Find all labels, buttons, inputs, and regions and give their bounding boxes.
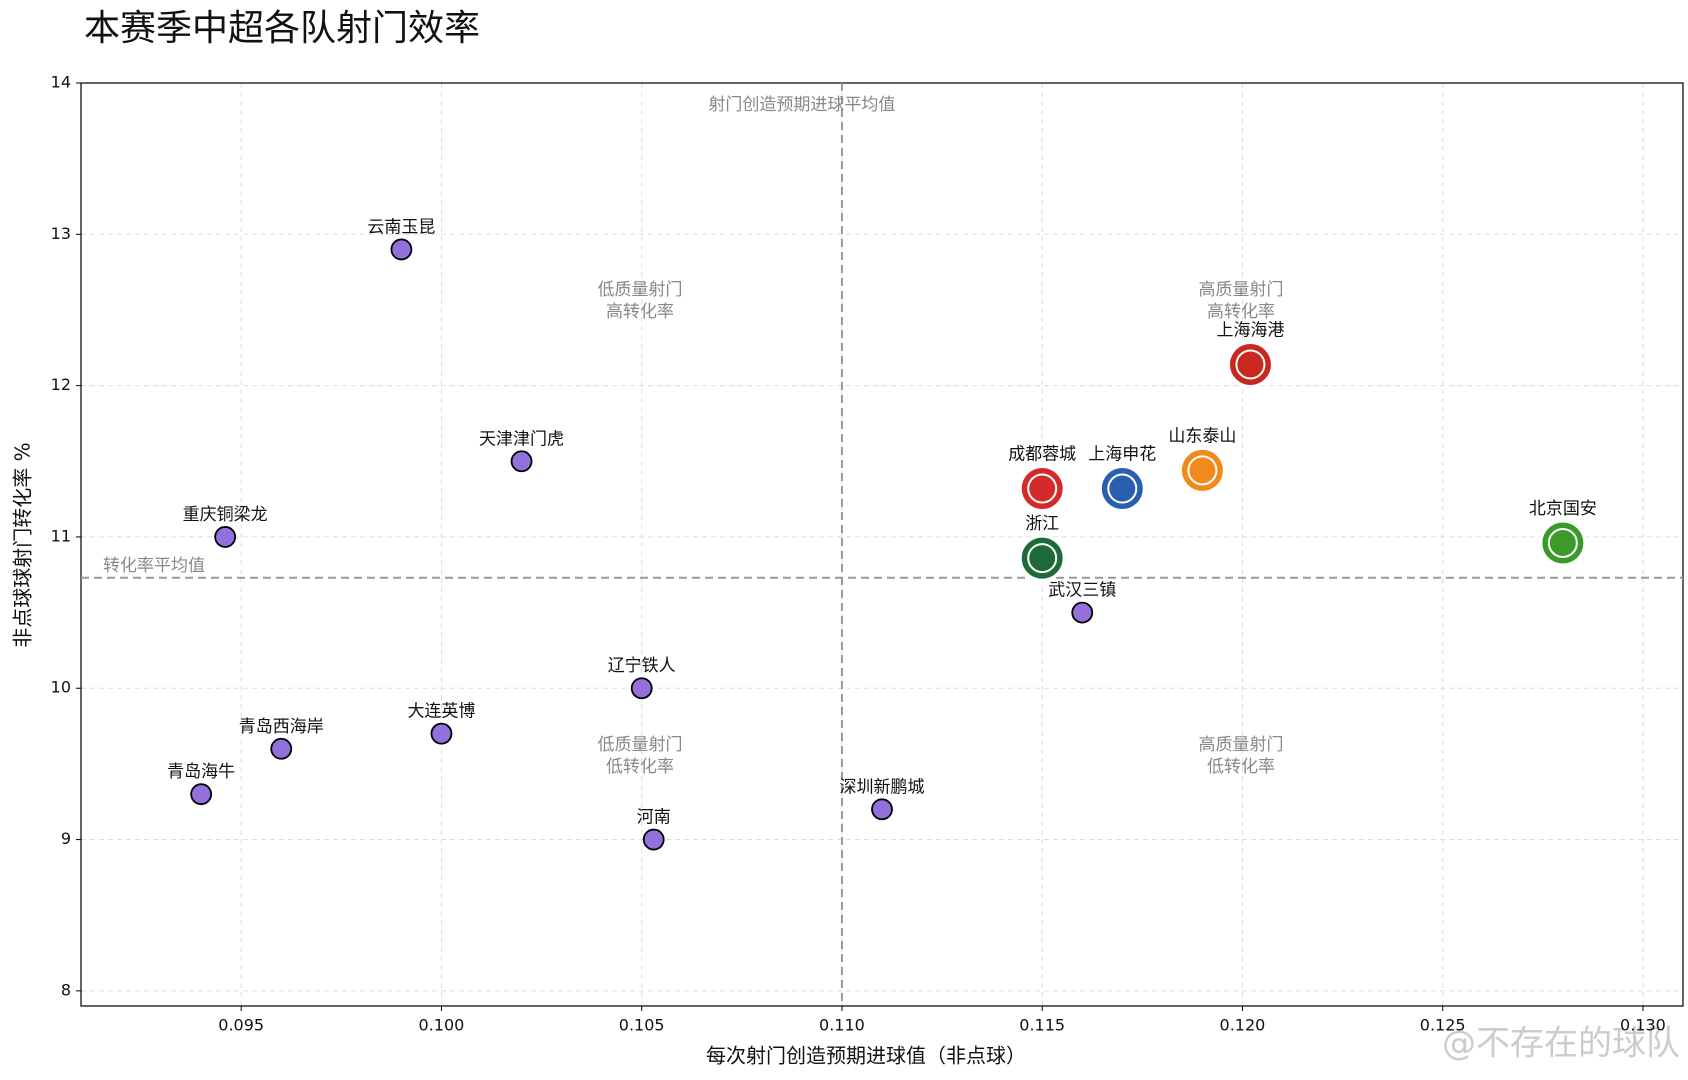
team-logo-ring [1107, 473, 1138, 504]
y-axis-label: 非点球球射门转化率 % [11, 442, 35, 647]
point [1071, 601, 1094, 624]
team-logo [1018, 534, 1066, 582]
point-label: 山东泰山 [1168, 426, 1236, 446]
point [871, 798, 893, 821]
quadrant-label: 高转化率 [1207, 302, 1275, 322]
x-tick-label: 0.110 [819, 1016, 865, 1035]
point [270, 737, 293, 760]
team-logo [1098, 465, 1146, 513]
y-tick-label: 9 [61, 829, 71, 848]
x-tick-label: 0.115 [1019, 1016, 1065, 1035]
point-label: 深圳新鹏城 [840, 777, 925, 797]
watermark: @不存在的球队 [1442, 1024, 1680, 1064]
point-label: 上海海港 [1216, 320, 1284, 340]
point-label: 重庆铜梁龙 [183, 505, 268, 525]
y-tick-label: 13 [51, 224, 71, 243]
team-logo-ring [1187, 455, 1218, 486]
point [510, 450, 533, 473]
y-tick-label: 14 [51, 73, 71, 92]
point-label: 大连英博 [407, 702, 475, 722]
quadrant-label: 低质量射门 [598, 280, 683, 300]
point-label: 天津津门虎 [479, 429, 564, 449]
quadrant-label: 高质量射门 [1199, 280, 1284, 300]
point [390, 238, 413, 261]
quadrant-label: 高转化率 [606, 302, 674, 322]
x-tick-label: 0.095 [218, 1016, 264, 1035]
team-logo [1018, 465, 1066, 513]
point [642, 828, 665, 851]
quadrant-label: 低质量射门 [598, 735, 683, 755]
y-tick-label: 11 [51, 526, 71, 545]
point [430, 722, 453, 745]
x-mean-label: 射门创造预期进球平均值 [708, 95, 895, 115]
plot-frame [80, 82, 1684, 1007]
quadrant-label: 低转化率 [1207, 757, 1275, 777]
x-tick-label: 0.125 [1420, 1016, 1466, 1035]
point-label: 青岛西海岸 [239, 717, 324, 737]
point-label: 上海申花 [1088, 445, 1156, 465]
point [630, 677, 653, 700]
point [190, 783, 213, 806]
chart-title: 本赛季中超各队射门效率 [84, 8, 480, 49]
x-axis-label: 每次射门创造预期进球值（非点球） [706, 1044, 1026, 1068]
y-tick-label: 8 [61, 980, 71, 999]
quadrant-label: 高质量射门 [1199, 735, 1284, 755]
point [214, 526, 237, 548]
y-tick-label: 12 [51, 375, 71, 394]
x-tick-label: 0.130 [1620, 1016, 1666, 1035]
point-label: 成都蓉城 [1008, 445, 1076, 465]
team-logo-ring [1027, 543, 1058, 574]
point-label: 浙江 [1025, 514, 1059, 534]
team-logo [1226, 340, 1274, 388]
team-logo-ring [1027, 473, 1058, 504]
point-label: 辽宁铁人 [608, 656, 676, 676]
team-logo [1539, 519, 1587, 567]
y-mean-label: 转化率平均值 [103, 556, 205, 576]
quadrant-label: 低转化率 [606, 757, 674, 777]
team-logo [1178, 446, 1226, 494]
point-label: 云南玉昆 [367, 217, 435, 237]
point-label: 北京国安 [1529, 499, 1597, 519]
team-logo-ring [1235, 349, 1266, 380]
point-label: 武汉三镇 [1048, 581, 1116, 601]
point-label: 青岛海牛 [167, 762, 235, 782]
y-tick-label: 10 [51, 678, 71, 697]
team-logo-ring [1547, 527, 1578, 558]
x-tick-label: 0.100 [419, 1016, 465, 1035]
x-tick-label: 0.105 [619, 1016, 665, 1035]
point-label: 河南 [637, 808, 671, 828]
x-tick-label: 0.120 [1220, 1016, 1266, 1035]
